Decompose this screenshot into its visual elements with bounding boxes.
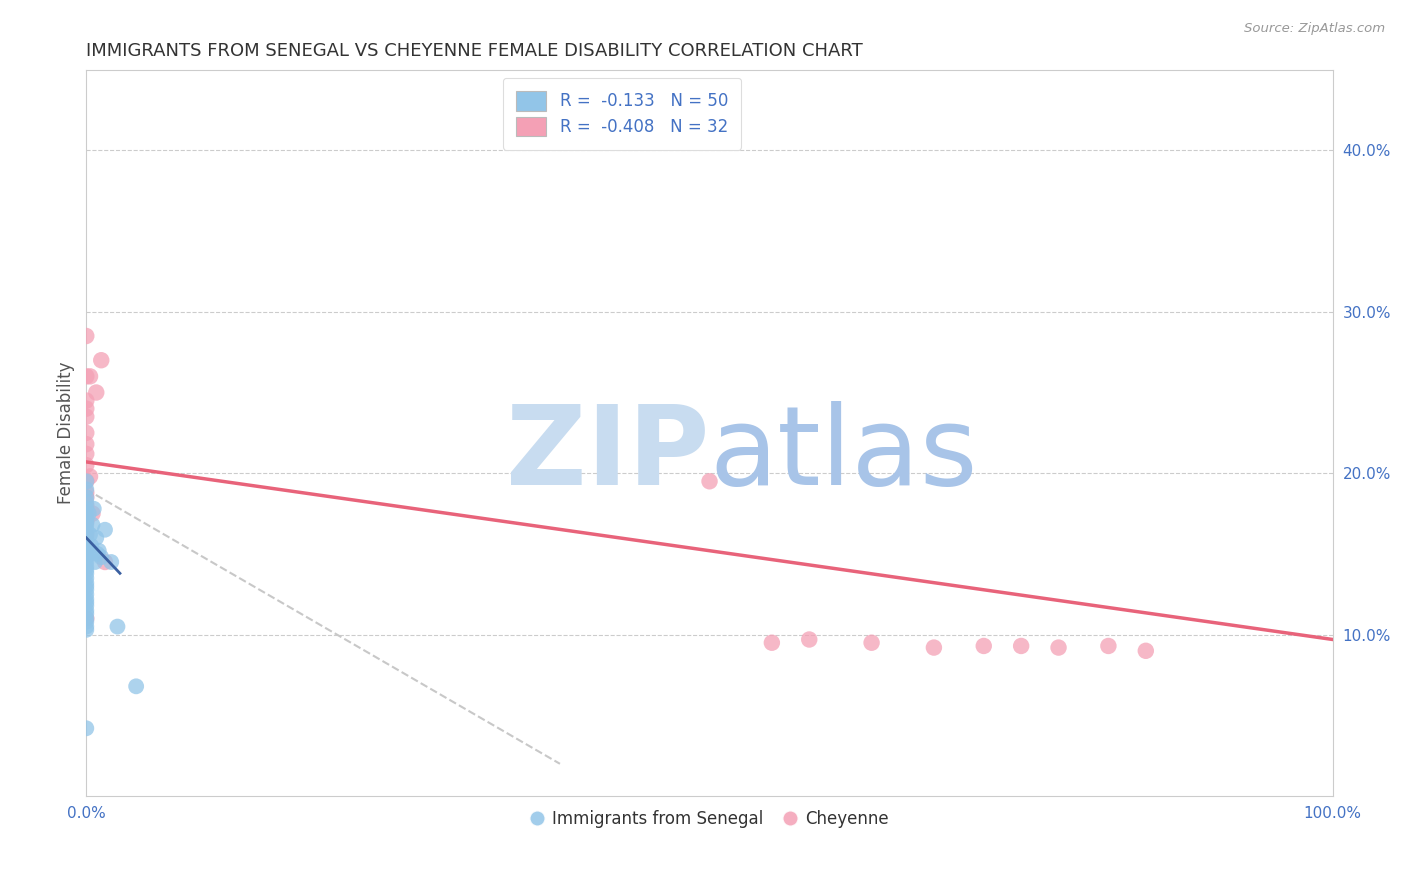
Text: Source: ZipAtlas.com: Source: ZipAtlas.com [1244,22,1385,36]
Point [77,507,100,521]
Point [79,527,101,541]
Point [75,611,97,625]
Point [79,469,101,483]
Point [75,566,97,581]
Point [90,353,112,368]
Point [699,475,721,489]
Point [75,587,97,601]
Point [107,619,129,633]
Point [1097,639,1119,653]
Point [75,475,97,489]
Point [75,555,97,569]
Point [75,623,97,637]
Point [83,501,105,516]
Point [922,640,945,655]
Point [75,525,97,540]
Point [94,555,117,569]
Point [75,595,97,609]
Point [75,515,97,529]
Point [75,329,97,343]
Point [75,615,97,629]
Point [75,495,97,509]
Point [75,550,97,565]
Point [100,555,122,569]
Point [75,523,97,537]
Point [87,543,110,558]
Point [75,603,97,617]
Point [75,483,97,497]
Point [75,559,97,574]
Point [75,539,97,553]
Point [75,592,97,607]
Text: ZIP: ZIP [506,401,710,508]
Point [75,458,97,472]
Point [84,555,107,569]
Point [75,475,97,489]
Point [75,401,97,416]
Point [82,517,104,532]
Point [75,485,97,500]
Point [75,534,97,549]
Point [75,447,97,461]
Point [75,579,97,593]
Point [1135,644,1157,658]
Point [75,491,97,505]
Point [80,539,103,553]
Point [75,563,97,577]
Text: atlas: atlas [710,401,979,508]
Point [75,507,97,521]
Point [86,547,108,561]
Point [75,501,97,516]
Point [75,491,97,505]
Point [75,531,97,545]
Point [79,369,101,384]
Point [973,639,995,653]
Point [75,437,97,451]
Point [75,582,97,597]
Text: IMMIGRANTS FROM SENEGAL VS CHEYENNE FEMALE DISABILITY CORRELATION CHART: IMMIGRANTS FROM SENEGAL VS CHEYENNE FEMA… [86,42,863,60]
Point [1010,639,1032,653]
Point [75,721,97,735]
Point [75,393,97,408]
Point [75,369,97,384]
Point [75,611,97,625]
Point [90,550,112,565]
Point [860,636,883,650]
Point [75,515,97,529]
Point [75,499,97,513]
Legend: Immigrants from Senegal, Cheyenne: Immigrants from Senegal, Cheyenne [524,804,896,835]
Point [84,531,107,545]
Point [75,425,97,440]
Point [799,632,821,647]
Point [75,409,97,424]
Point [75,547,97,561]
Y-axis label: Female Disability: Female Disability [58,361,75,504]
Point [75,542,97,557]
Point [82,507,104,521]
Point [75,571,97,585]
Point [125,679,148,693]
Point [75,511,97,525]
Point [75,527,97,541]
Point [84,385,107,400]
Point [761,636,783,650]
Point [75,619,97,633]
Point [75,517,97,532]
Point [1047,640,1070,655]
Point [94,523,117,537]
Point [75,607,97,621]
Point [75,599,97,613]
Point [75,576,97,591]
